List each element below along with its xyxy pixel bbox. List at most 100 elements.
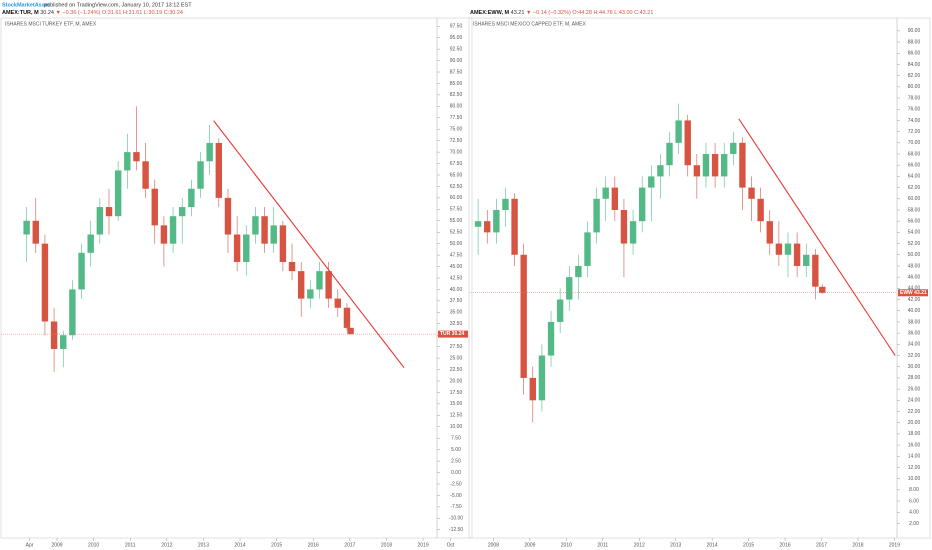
- y-tick-label: 86.00: [908, 51, 921, 57]
- candle-body: [197, 161, 204, 189]
- y-tick-label: 6.00: [909, 498, 919, 504]
- y-tick-label: 56.00: [908, 219, 921, 225]
- y-tick-label: 50.00: [450, 241, 463, 247]
- y-tick-label: 50.00: [908, 252, 921, 258]
- candle-body: [206, 142, 213, 162]
- x-tick-label: 2015: [271, 542, 282, 548]
- y-tick-label: 37.50: [450, 298, 463, 304]
- price-tag: TUR 30.24: [440, 331, 464, 337]
- candle-body: [78, 252, 85, 290]
- candle-body: [169, 216, 177, 244]
- y-tick-label: 27.50: [450, 344, 463, 350]
- y-tick-label: 75.00: [450, 127, 463, 133]
- y-tick-label: 66.00: [908, 163, 921, 169]
- price-tag-value: 30.24: [452, 331, 465, 337]
- y-tick-label: 12.00: [908, 465, 921, 471]
- candle-body: [511, 198, 518, 255]
- x-tick-label: 2012: [634, 542, 645, 548]
- candle-body: [602, 187, 609, 199]
- candle-body: [702, 154, 710, 177]
- legend-symbol: AMEX:TUR, M: [2, 10, 39, 16]
- price-tag-value: 43.21: [914, 290, 927, 296]
- y-tick-label: 8.00: [909, 487, 919, 493]
- y-tick-label: 42.50: [450, 275, 463, 281]
- candle-body: [629, 221, 637, 244]
- candle-body: [547, 321, 555, 356]
- legend-last: 43.21: [511, 10, 525, 16]
- y-tick-label: 85.00: [450, 81, 463, 87]
- y-tick-label: 95.00: [450, 35, 463, 41]
- x-tick-label: 2018: [852, 542, 863, 548]
- y-tick-label: 77.50: [450, 115, 463, 121]
- y-tick-label: 4.00: [909, 510, 919, 516]
- y-tick-label: 58.00: [908, 207, 921, 213]
- y-tick-label: 92.50: [450, 46, 463, 52]
- candle-body: [584, 232, 591, 266]
- candle-body: [347, 327, 354, 335]
- candle-body: [675, 120, 682, 143]
- chart-title: ISHARES MSCI MEXICO CAPPED ETF, M, AMEX: [473, 21, 586, 27]
- candle-body: [151, 188, 158, 226]
- y-tick-label: 42.00: [908, 297, 921, 303]
- x-tick-label: 2014: [234, 542, 245, 548]
- x-tick-label: 2019: [418, 542, 429, 548]
- x-tick-label: 2016: [780, 542, 791, 548]
- candle-body: [566, 277, 573, 300]
- y-tick-label: 57.50: [450, 207, 463, 213]
- x-tick-label: 2010: [561, 542, 572, 548]
- y-tick-label: 80.00: [908, 84, 921, 90]
- candle-body: [96, 207, 104, 235]
- x-tick-label: 2012: [161, 542, 172, 548]
- y-tick-label: 90.00: [908, 28, 921, 34]
- candle-body: [288, 261, 296, 272]
- y-tick-label: 60.00: [908, 196, 921, 202]
- candle-body: [529, 377, 536, 401]
- x-tick-label: 2019: [889, 542, 900, 548]
- y-tick-label: 22.00: [908, 409, 921, 415]
- y-tick-label: 28.00: [908, 375, 921, 381]
- x-tick-label: 2009: [51, 542, 62, 548]
- y-tick-label: 10.00: [908, 476, 921, 482]
- candle-body: [648, 176, 655, 188]
- y-tick-label: 2.50: [451, 458, 461, 464]
- candle-body: [270, 225, 277, 244]
- candle-body: [50, 321, 58, 349]
- y-tick-label: 44.00: [908, 286, 921, 292]
- y-tick-label: 70.00: [450, 149, 463, 155]
- price-tag-symbol: EWW: [900, 290, 913, 296]
- candle-body: [520, 254, 527, 378]
- y-tick-label: 55.00: [450, 218, 463, 224]
- x-tick-label: 2016: [308, 542, 319, 548]
- candle-body: [730, 142, 737, 155]
- chart-title: ISHARES MSCI TURKEY ETF, M, AMEX: [5, 21, 97, 27]
- author[interactable]: StockMarketAsset: [2, 2, 50, 8]
- candle-body: [124, 152, 131, 171]
- y-tick-label: 70.00: [908, 140, 921, 146]
- candle-body: [803, 254, 810, 266]
- y-tick-label: 87.50: [450, 69, 463, 75]
- y-tick-label: 38.00: [908, 319, 921, 325]
- published: published on TradingView.com, January 10…: [44, 2, 192, 8]
- y-tick-label: 64.00: [908, 174, 921, 180]
- y-tick-label: 40.00: [908, 308, 921, 314]
- candle-body: [188, 188, 195, 208]
- x-tick-label: 2013: [198, 542, 209, 548]
- legend: AMEX:TUR, M 30.24 ▼ −0.36 (−1.24%) O:31.…: [2, 10, 183, 16]
- legend-symbol: AMEX:EWW, M: [470, 10, 510, 16]
- y-tick-label: 80.00: [450, 104, 463, 110]
- y-tick-label: -5.00: [450, 493, 462, 499]
- candle-body: [638, 187, 646, 222]
- candle-body: [224, 197, 232, 235]
- y-tick-label: 25.00: [450, 355, 463, 361]
- candle-body: [32, 220, 39, 244]
- x-tick-label: 2008: [488, 542, 499, 548]
- y-tick-label: 46.00: [908, 274, 921, 280]
- candle-body: [41, 243, 49, 322]
- y-tick-label: -2.50: [450, 481, 462, 487]
- candle-body: [757, 198, 764, 222]
- y-tick-label: 62.00: [908, 185, 921, 191]
- y-tick-label: 40.00: [450, 287, 463, 293]
- y-tick-label: 32.50: [450, 321, 463, 327]
